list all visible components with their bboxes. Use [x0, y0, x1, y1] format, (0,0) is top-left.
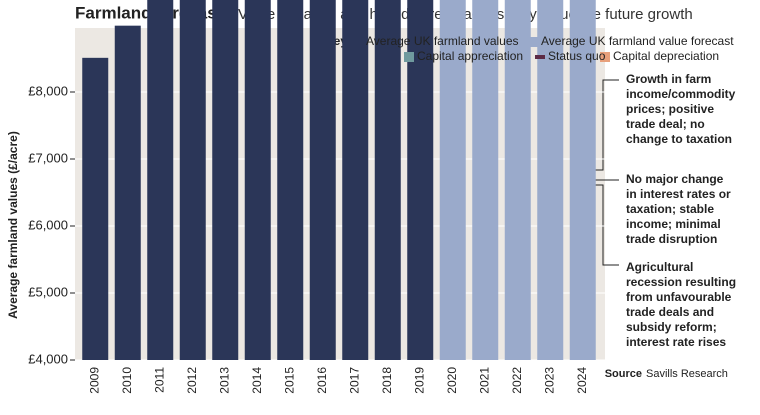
annotation: No major change in interest rates or taxat… [626, 172, 731, 246]
annotation-line: trade disruption [626, 232, 717, 246]
bar [374, 0, 401, 361]
annotation: Agricultural recession resulting from unfa… [626, 260, 736, 349]
source-label: Source [605, 368, 642, 380]
y-tick-label: £5,000 [28, 284, 68, 299]
x-tick-label: 2016 [315, 367, 329, 394]
x-tick-label: 2019 [412, 367, 426, 394]
bar [439, 0, 466, 361]
annotation-line: prices; positive [626, 102, 714, 116]
annotation: Growth in farm income/commodity prices; po… [626, 72, 736, 146]
x-tick-label: 2013 [217, 367, 231, 394]
x-tick-label: 2014 [250, 367, 264, 394]
bar [179, 0, 206, 360]
legend-label: Average UK farmland values [366, 34, 519, 48]
bar [309, 0, 336, 360]
annotation-line: subsidy reform; [626, 320, 717, 334]
x-tick-label: 2022 [510, 367, 524, 394]
legend-swatch [600, 52, 610, 62]
legend-swatch [404, 52, 414, 62]
bar [212, 0, 239, 360]
legend-label: Status quo [548, 49, 606, 63]
annotation-line: No major change [626, 172, 724, 186]
annotation-line: trade deal; no [626, 117, 705, 131]
legend-label: Average UK farmland value forecast [541, 34, 734, 48]
annotation-line: Growth in farm [626, 72, 711, 86]
bar [537, 0, 564, 360]
x-tick-label: 2021 [477, 367, 491, 394]
legend-swatch [353, 37, 363, 47]
x-tick-label: 2024 [575, 367, 589, 394]
bar [569, 0, 596, 361]
annotation-line: income/commodity [626, 87, 736, 101]
bar [504, 0, 531, 360]
y-tick-label: £8,000 [28, 83, 68, 98]
annotation-line: income; minimal [626, 217, 721, 231]
y-tick-label: £6,000 [28, 217, 68, 232]
bar [114, 25, 141, 360]
legend-label: Capital depreciation [613, 49, 719, 63]
y-tick-label: £4,000 [28, 351, 68, 366]
annotation-line: change to taxation [626, 132, 732, 146]
legend-swatch [535, 55, 545, 59]
y-axis-label: Average farmland values (£/acre) [6, 131, 20, 319]
annotation-line: interest rate rises [626, 335, 726, 349]
annotation-line: from unfavourable [626, 290, 732, 304]
annotation-line: in interest rates or [626, 187, 731, 201]
x-tick-label: 2018 [380, 367, 394, 394]
x-tick-label: 2010 [120, 367, 134, 394]
legend-label: Capital appreciation [417, 49, 523, 63]
x-tick-label: 2017 [347, 367, 361, 394]
bar [244, 0, 271, 360]
bar [82, 57, 109, 360]
bar [277, 0, 304, 360]
bar [342, 0, 369, 360]
legend-swatch [528, 37, 538, 47]
annotation-line: taxation; stable [626, 202, 714, 216]
x-tick-label: 2023 [542, 367, 556, 394]
bar [147, 0, 174, 361]
x-tick-label: 2020 [445, 367, 459, 394]
annotation-line: Agricultural [626, 260, 693, 274]
x-tick-label: 2009 [87, 367, 101, 394]
annotation-line: recession resulting [626, 275, 736, 289]
bar [472, 0, 499, 361]
x-tick-label: 2012 [185, 367, 199, 394]
y-tick-label: £7,000 [28, 150, 68, 165]
annotation-line: trade deals and [626, 305, 714, 319]
x-tick-label: 2015 [282, 367, 296, 394]
source: Savills Research [646, 368, 728, 380]
x-tick-label: 2011 [152, 367, 166, 393]
